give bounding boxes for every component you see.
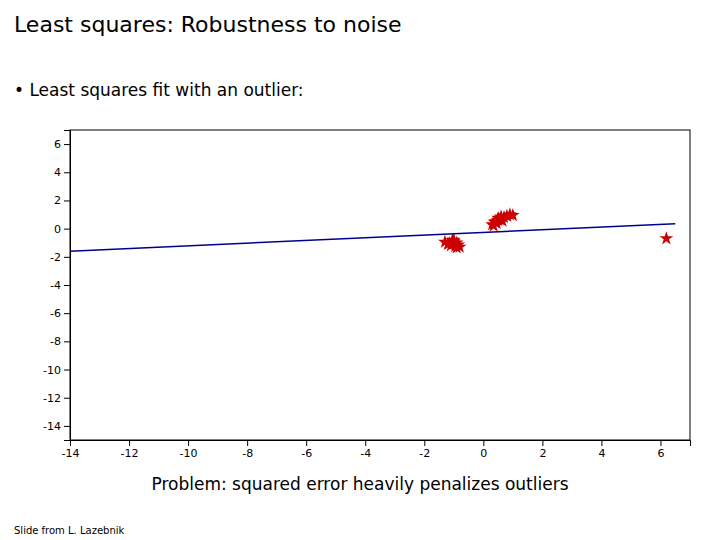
tick: -8 [242,440,253,460]
subtitle: • Least squares fit with an outlier: [14,80,304,100]
tick: -4 [360,440,371,460]
chart: Least squares: Robustness to noise • Leas… [0,0,720,540]
title: Least squares: Robustness to noise [14,12,402,37]
tick: -8 [50,335,70,348]
tick: -12 [43,392,70,405]
tick-label: -10 [43,364,61,377]
tick-label: -8 [50,335,61,348]
tick-mark [64,144,70,145]
tick-label: 0 [480,447,487,460]
tick-label: -10 [180,447,198,460]
tick-label: -2 [419,447,430,460]
tick-mark [660,440,661,446]
tick: -4 [50,279,70,292]
tick-label: 2 [54,194,61,207]
tick-mark [424,440,425,446]
x-axis: -14 -12 -10 -8 -6 -4 -2 0 2 4 6 [62,440,691,460]
tick: 4 [598,440,605,460]
tick-mark [365,440,366,446]
tick-mark [64,398,70,399]
tick-mark [601,440,602,446]
tick-label: -4 [50,279,61,292]
tick-label: -12 [43,392,61,405]
tick-label: 4 [598,447,605,460]
y-axis: -14 -12 -10 -8 -6 -4 -2 0 2 4 6 [43,131,70,441]
tick-label: 4 [54,166,61,179]
tick-mark [64,313,70,314]
tick-label: 2 [539,447,546,460]
tick: -2 [50,251,70,264]
tick-label: 6 [54,138,61,151]
tick: 0 [54,223,70,236]
tick-mark [188,440,189,446]
tick-mark [64,370,70,371]
tick-label: -2 [50,251,61,264]
tick-mark [247,440,248,446]
tick: -2 [419,440,430,460]
tick: -14 [62,440,80,460]
tick: 0 [480,440,487,460]
tick-mark [64,229,70,230]
tick-label: -6 [301,447,312,460]
x-axis-line [71,441,691,447]
tick-label: -12 [121,447,139,460]
tick-mark [306,440,307,446]
point [659,231,673,244]
tick: -10 [43,364,70,377]
tick-mark [64,200,70,201]
credit: Slide from L. Lazebnik [14,525,125,536]
tick-mark [483,440,484,446]
marks [70,207,675,253]
tick-label: -14 [43,420,61,433]
tick-mark [64,172,70,173]
tick: -14 [43,420,70,433]
tick-mark [64,426,70,427]
point [503,207,517,220]
tick-label: 0 [54,223,61,236]
tick-mark [542,440,543,446]
tick: -10 [180,440,198,460]
tick-label: -4 [360,447,371,460]
y-axis-line [64,131,71,441]
tick-label: 6 [657,447,664,460]
tick-mark [64,257,70,258]
tick: 6 [54,138,70,151]
tick-mark [64,285,70,286]
fit-line [70,224,675,251]
tick: 6 [657,440,664,460]
tick-label: -8 [242,447,253,460]
tick: 4 [54,166,70,179]
tick-mark [129,440,130,446]
plot-frame [70,130,690,440]
point [450,240,464,253]
tick-label: -6 [50,307,61,320]
tick: 2 [539,440,546,460]
tick-label: -14 [62,447,80,460]
tick-mark [64,341,70,342]
tick: -12 [121,440,139,460]
tick: 2 [54,194,70,207]
tick: -6 [50,307,70,320]
tick: -6 [301,440,312,460]
footer: Problem: squared error heavily penalizes… [151,474,568,494]
